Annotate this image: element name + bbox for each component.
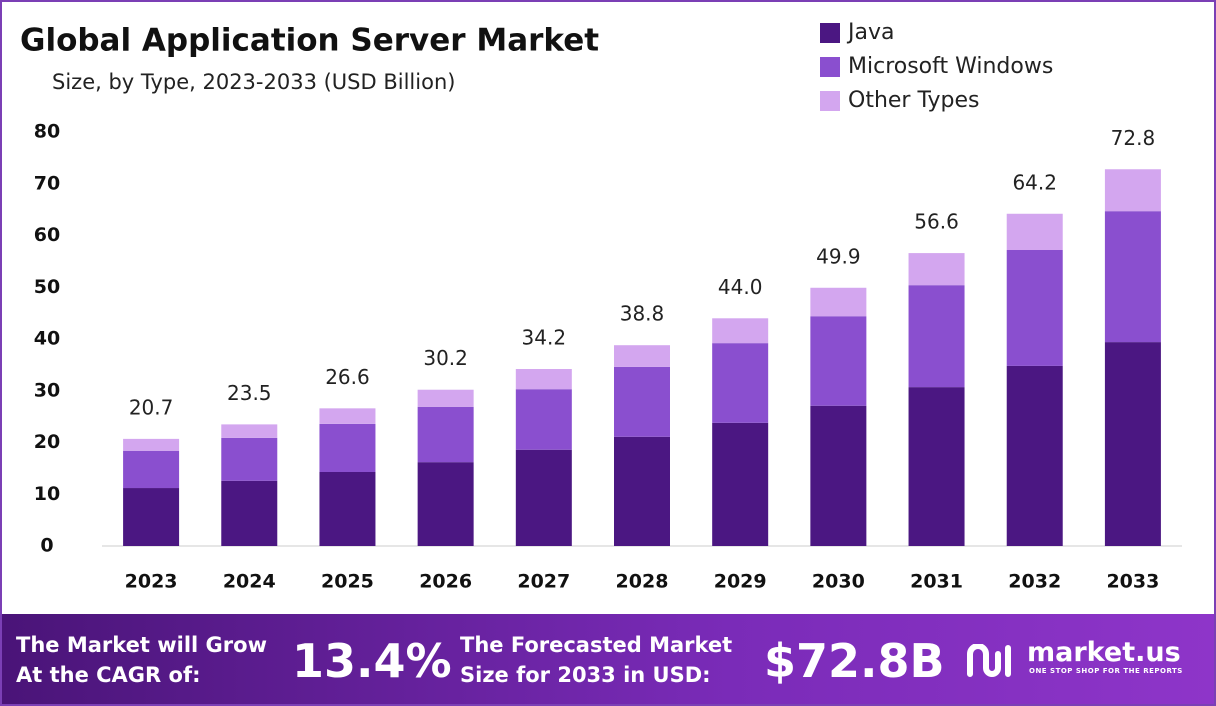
y-tick-label: 70 [34, 172, 60, 194]
cagr-line: At the CAGR of: [16, 663, 201, 687]
bar-segment [1006, 213, 1063, 250]
total-label: 26.6 [325, 365, 370, 389]
bar-segment [1104, 211, 1161, 343]
bar-segment [515, 369, 572, 390]
bar-segment [417, 406, 474, 463]
tagline: ONE STOP SHOP FOR THE REPORTS [1029, 667, 1183, 675]
bar-segment [515, 449, 572, 546]
brand-icon [967, 644, 1011, 677]
x-tick-label: 2027 [517, 571, 570, 593]
bar-segment [417, 462, 474, 546]
legend-swatch [820, 23, 840, 43]
cagr-value: 13.4% [292, 634, 452, 688]
legend-label: Java [846, 20, 894, 45]
bar-segment [221, 437, 278, 481]
bar-segment [712, 343, 769, 423]
forecast-line: Size for 2033 in USD: [460, 663, 711, 687]
bar-segment [712, 318, 769, 344]
bar-segment [221, 424, 278, 438]
bar-segment [614, 436, 670, 546]
y-tick-label: 60 [34, 224, 60, 246]
x-tick-label: 2029 [714, 571, 767, 593]
total-label: 23.5 [227, 381, 272, 405]
bar-segment [221, 480, 278, 546]
bar-segment [1006, 365, 1063, 546]
bar-segment [908, 285, 965, 388]
total-label: 34.2 [522, 326, 567, 350]
total-label: 49.9 [816, 244, 861, 268]
legend-swatch [820, 57, 840, 77]
legend-label: Microsoft Windows [848, 54, 1053, 79]
forecast-value: $72.8B [764, 634, 945, 688]
y-tick-label: 50 [34, 276, 60, 298]
total-label: 44.0 [718, 275, 763, 299]
chart-subtitle: Size, by Type, 2023-2033 (USD Billion) [52, 70, 455, 94]
bar-segment [614, 345, 670, 367]
bar-segment [1104, 342, 1161, 546]
total-label: 64.2 [1012, 170, 1057, 194]
legend-label: Other Types [848, 88, 979, 113]
bar-segment [417, 389, 474, 407]
bar-segment [1006, 249, 1063, 366]
total-label: 72.8 [1111, 126, 1156, 150]
bar-segment [123, 450, 180, 489]
x-tick-label: 2024 [223, 571, 276, 593]
x-tick-label: 2031 [910, 571, 963, 593]
footer: The Market will Grow At the CAGR of: 13.4… [2, 614, 1214, 704]
bar-segment [614, 366, 670, 437]
bar-segment [319, 423, 376, 472]
y-tick-label: 0 [40, 535, 53, 557]
bar-segment [712, 422, 769, 546]
chart: Global Application Server Market Size, b… [20, 20, 1182, 593]
y-tick-label: 30 [34, 379, 60, 401]
bar-segment [123, 488, 180, 546]
bar-segment [908, 253, 965, 286]
y-tick-label: 40 [34, 328, 60, 350]
bar-segment [515, 389, 572, 450]
bar-segment [123, 438, 180, 451]
total-label: 56.6 [914, 210, 959, 234]
x-tick-label: 2023 [125, 571, 178, 593]
x-tick-label: 2026 [419, 571, 472, 593]
legend-swatch [820, 91, 840, 111]
y-tick-label: 20 [34, 431, 60, 453]
forecast-line: The Forecasted Market [460, 633, 733, 657]
bar-segment [319, 471, 376, 546]
bar-segment [810, 316, 867, 406]
cagr-line: The Market will Grow [16, 633, 267, 657]
forecast-text: The Forecasted Market Size for 2033 in US… [460, 630, 732, 690]
total-label: 30.2 [423, 346, 468, 370]
bar-segment [319, 408, 376, 424]
total-label: 38.8 [620, 302, 665, 326]
bar-segment [908, 387, 965, 546]
x-tick-label: 2033 [1106, 571, 1159, 593]
x-tick-label: 2028 [616, 571, 669, 593]
x-tick-label: 2032 [1008, 571, 1061, 593]
bar-segment [1104, 169, 1161, 212]
x-tick-label: 2030 [812, 571, 865, 593]
chart-title: Global Application Server Market [20, 23, 599, 59]
y-tick-label: 80 [34, 121, 60, 143]
total-label: 20.7 [129, 395, 174, 419]
cagr-text: The Market will Grow At the CAGR of: [16, 630, 267, 690]
x-tick-label: 2025 [321, 571, 374, 593]
bar-segment [810, 405, 867, 546]
brand: market.us [1027, 637, 1181, 668]
bar-segment [810, 287, 867, 317]
y-tick-label: 10 [34, 483, 60, 505]
